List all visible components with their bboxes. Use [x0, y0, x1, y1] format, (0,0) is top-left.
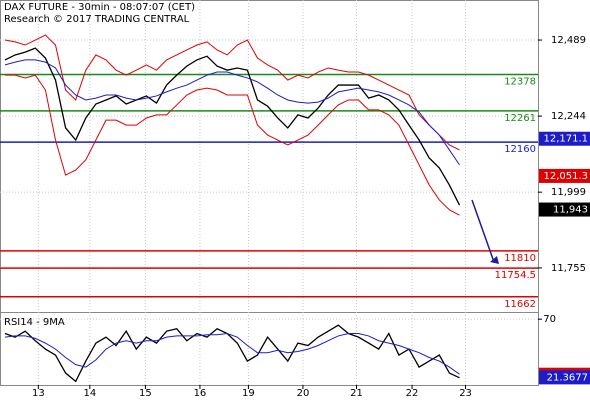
level-label: 12378: [504, 77, 536, 88]
x-tick-label: 21: [350, 388, 363, 399]
x-tick-label: 22: [406, 388, 419, 399]
x-tick-label: 14: [83, 388, 96, 399]
y-tick-label: 11,999: [551, 187, 586, 198]
series-line: [4, 333, 460, 375]
plot: 12378 12261 12160 11810 11754.5 11662: [0, 34, 538, 383]
y-tick-label: 12,244: [551, 111, 586, 122]
x-tick-label: 19: [242, 388, 255, 399]
level-label: 11810: [504, 253, 536, 264]
x-tick-label: 23: [459, 388, 472, 399]
level-label: 11754.5: [495, 270, 536, 281]
value-tag: [539, 202, 590, 217]
series-line: [4, 59, 460, 166]
level-label: 12261: [504, 113, 536, 124]
rsi-panel: [0, 312, 539, 386]
chart-subtitle: Research © 2017 TRADING CENTRAL: [4, 14, 190, 25]
x-tick-label: 16: [194, 388, 207, 399]
y-tick-label: 12,489: [551, 35, 586, 46]
series-line: [4, 324, 460, 383]
x-tick-label: 15: [139, 388, 152, 399]
value-tag-label: 12,171.1: [543, 134, 588, 145]
value-tag-label: 11,943: [553, 205, 588, 216]
series-line: [5, 74, 460, 216]
series-line: [4, 47, 461, 206]
level-label: 11662: [504, 299, 536, 310]
arrow-head: [490, 256, 499, 264]
arrow: [471, 199, 495, 263]
value-tag: [539, 131, 590, 146]
level-label: 12160: [504, 144, 536, 155]
y-tick-label: 11,755: [551, 263, 586, 274]
series-line: [4, 34, 460, 151]
x-tick-label: 13: [32, 388, 45, 399]
value-tag: [539, 370, 590, 385]
value-tag-label: 12,051.3: [543, 171, 588, 182]
price-panel: [0, 0, 539, 313]
value-tag: [539, 168, 590, 183]
y-tick-label: 70: [543, 314, 556, 325]
chart-title: DAX FUTURE - 30min - 08:07:07 (CET): [4, 2, 195, 13]
grid: [0, 0, 538, 385]
rsi-title: RSI14 - 9MA: [4, 317, 65, 328]
x-tick-label: 20: [297, 388, 310, 399]
value-tag-label: 21.3677: [547, 372, 588, 383]
